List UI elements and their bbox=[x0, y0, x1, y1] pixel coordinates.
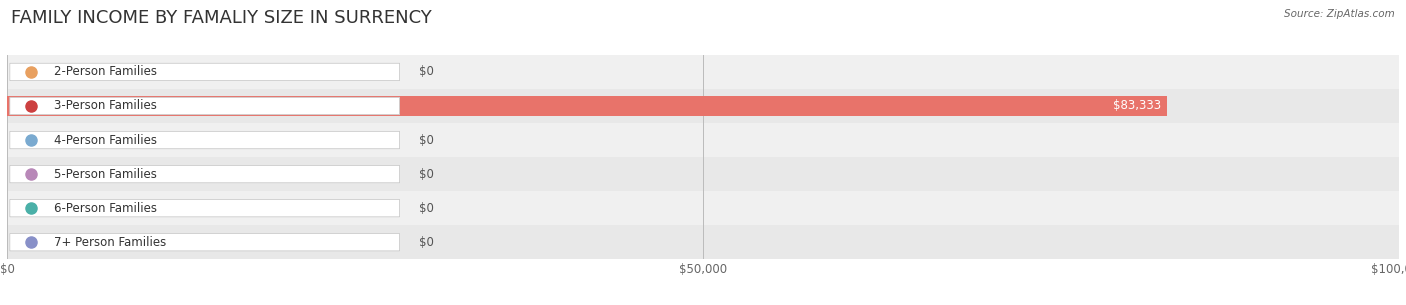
Text: 4-Person Families: 4-Person Families bbox=[55, 134, 157, 146]
Text: Source: ZipAtlas.com: Source: ZipAtlas.com bbox=[1284, 9, 1395, 19]
Text: $0: $0 bbox=[419, 202, 434, 215]
Text: 2-Person Families: 2-Person Families bbox=[55, 66, 157, 78]
Text: $0: $0 bbox=[419, 66, 434, 78]
Text: $0: $0 bbox=[419, 168, 434, 181]
Text: $0: $0 bbox=[419, 236, 434, 249]
Bar bbox=[7, 55, 1399, 89]
FancyBboxPatch shape bbox=[10, 131, 399, 149]
Bar bbox=[7, 123, 1399, 157]
Text: 5-Person Families: 5-Person Families bbox=[55, 168, 157, 181]
Text: 6-Person Families: 6-Person Families bbox=[55, 202, 157, 215]
Text: $0: $0 bbox=[419, 134, 434, 146]
Bar bbox=[7, 225, 1399, 259]
FancyBboxPatch shape bbox=[10, 234, 399, 251]
Bar bbox=[7, 191, 1399, 225]
Text: FAMILY INCOME BY FAMALIY SIZE IN SURRENCY: FAMILY INCOME BY FAMALIY SIZE IN SURRENC… bbox=[11, 9, 432, 27]
FancyBboxPatch shape bbox=[10, 63, 399, 81]
Text: $83,333: $83,333 bbox=[1114, 99, 1161, 113]
Bar bbox=[7, 89, 1399, 123]
FancyBboxPatch shape bbox=[10, 165, 399, 183]
Bar bbox=[7, 157, 1399, 191]
Text: 7+ Person Families: 7+ Person Families bbox=[55, 236, 166, 249]
Bar bbox=[7, 96, 1167, 116]
Text: 3-Person Families: 3-Person Families bbox=[55, 99, 157, 113]
FancyBboxPatch shape bbox=[10, 199, 399, 217]
FancyBboxPatch shape bbox=[10, 97, 399, 115]
